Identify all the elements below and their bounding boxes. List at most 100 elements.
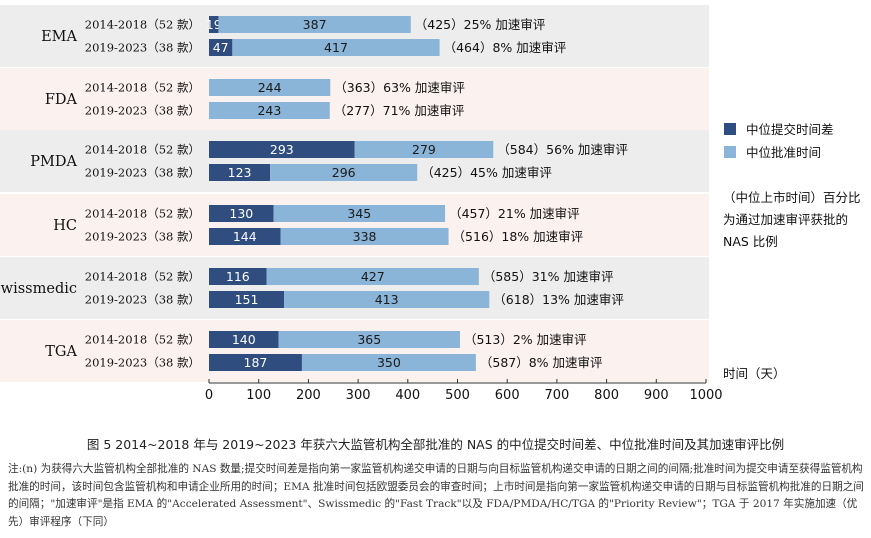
legend-label: 中位提交时间差	[746, 122, 834, 137]
bar-annotation: （457）21% 加速审评	[449, 206, 580, 221]
x-tick-label: 700	[544, 388, 569, 403]
bar-value-label: 123	[228, 165, 252, 180]
bar-annotation: （363）63% 加速审评	[334, 80, 465, 95]
period-label: 2014-2018（52 款）	[85, 333, 200, 347]
figure-note: 注:(n) 为获得六大监管机构全部批准的 NAS 数量;提交时间差是指向第一家监…	[8, 463, 864, 528]
bar-value-label: 187	[244, 355, 268, 370]
bar-approval-time	[232, 39, 440, 56]
bar-approval-time	[218, 16, 411, 33]
bar-value-label: 151	[235, 292, 259, 307]
period-label: 2014-2018（52 款）	[85, 81, 200, 95]
period-label: 2019-2023（38 款）	[85, 356, 200, 370]
bar-approval-time	[209, 102, 330, 119]
bar-value-label: 47	[213, 40, 229, 55]
period-label: 2014-2018（52 款）	[85, 207, 200, 221]
x-tick-label: 800	[594, 388, 619, 403]
bar-annotation: （464）8% 加速审评	[444, 40, 567, 55]
bar-approval-time	[266, 268, 479, 285]
bar-value-label: 279	[412, 142, 436, 157]
bar-value-label: 417	[324, 40, 348, 55]
agency-label: HC	[53, 218, 77, 234]
x-tick-label: 1000	[689, 388, 722, 403]
legend-swatch	[724, 123, 736, 135]
bar-annotation: （587）8% 加速审评	[480, 355, 603, 370]
agency-label: PMDA	[30, 154, 77, 170]
legend-note-line: NAS 比例	[723, 234, 778, 249]
bar-submission-gap	[209, 331, 279, 348]
bar-value-label: 413	[375, 292, 399, 307]
bar-submission-gap	[209, 354, 302, 371]
bar-approval-time	[273, 205, 446, 222]
bar-approval-time	[209, 79, 331, 96]
bar-value-label: 243	[257, 103, 281, 118]
bar-value-label: 116	[226, 269, 250, 284]
bar-submission-gap	[209, 228, 281, 245]
x-tick-label: 100	[246, 388, 271, 403]
bar-value-label: 427	[361, 269, 385, 284]
period-label: 2019-2023（38 款）	[85, 293, 200, 307]
bar-value-label: 345	[347, 206, 371, 221]
bar-approval-time	[270, 164, 418, 181]
period-label: 2019-2023（38 款）	[85, 104, 200, 118]
x-tick-label: 300	[346, 388, 371, 403]
period-label: 2014-2018（52 款）	[85, 18, 200, 32]
bar-annotation: （425）25% 加速审评	[415, 17, 546, 32]
bar-value-label: 19	[206, 17, 222, 32]
bar-annotation: （618）13% 加速审评	[493, 292, 624, 307]
x-tick-label: 400	[395, 388, 420, 403]
agency-label: TGA	[45, 344, 77, 360]
period-label: 2019-2023（38 款）	[85, 41, 200, 55]
bar-approval-time	[284, 291, 490, 308]
group-band	[0, 68, 709, 130]
bar-value-label: 293	[270, 142, 294, 157]
bar-submission-gap	[209, 291, 285, 308]
bar-submission-gap	[209, 268, 267, 285]
bar-annotation: （513）2% 加速审评	[464, 332, 587, 347]
x-tick-label: 0	[205, 388, 213, 403]
bar-annotation: （277）71% 加速审评	[334, 103, 465, 118]
x-tick-label: 500	[445, 388, 470, 403]
bar-value-label: 350	[377, 355, 401, 370]
period-label: 2019-2023（38 款）	[85, 230, 200, 244]
agency-label: EMA	[41, 29, 77, 45]
legend-note-line: 为通过加速审评获批的	[723, 212, 848, 227]
bar-submission-gap	[209, 205, 274, 222]
x-tick-label: 200	[296, 388, 321, 403]
bar-submission-gap	[209, 16, 219, 33]
bar-submission-gap	[209, 141, 355, 158]
period-label: 2019-2023（38 款）	[85, 166, 200, 180]
period-label: 2014-2018（52 款）	[85, 270, 200, 284]
legend-label: 中位批准时间	[746, 145, 821, 160]
bar-value-label: 130	[229, 206, 253, 221]
bar-submission-gap	[209, 39, 233, 56]
legend-note-line: （中位上市时间）百分比	[723, 190, 861, 205]
x-axis-title: 时间（天）	[723, 366, 786, 381]
group-band	[0, 5, 709, 67]
bar-annotation: （516）18% 加速审评	[453, 229, 584, 244]
group-band	[0, 130, 709, 192]
bar-submission-gap	[209, 164, 271, 181]
bar-annotation: （425）45% 加速审评	[421, 165, 552, 180]
bar-value-label: 144	[233, 229, 257, 244]
chart: EMA 2014-2018（52 款） 19 387 （425）25% 加速审评 2019…	[0, 5, 861, 403]
group-band	[0, 320, 709, 382]
group-band	[0, 257, 709, 319]
bar-value-label: 244	[258, 80, 282, 95]
bar-annotation: （585）31% 加速审评	[483, 269, 614, 284]
bar-value-label: 296	[332, 165, 356, 180]
x-tick-label: 900	[644, 388, 669, 403]
bar-value-label: 338	[353, 229, 377, 244]
bar-approval-time	[278, 331, 460, 348]
bar-value-label: 365	[357, 332, 381, 347]
agency-label: Swissmedic	[0, 281, 77, 297]
bar-approval-time	[280, 228, 449, 245]
group-band	[0, 194, 709, 256]
figure-caption: 图 5 2014~2018 年与 2019~2023 年获六大监管机构全部批准的…	[86, 437, 785, 452]
agency-label: FDA	[45, 92, 78, 108]
bar-approval-time	[301, 354, 476, 371]
legend-swatch	[724, 146, 736, 158]
x-tick-label: 600	[495, 388, 520, 403]
bar-value-label: 140	[232, 332, 256, 347]
bar-annotation: （584）56% 加速审评	[497, 142, 628, 157]
bar-value-label: 387	[303, 17, 327, 32]
